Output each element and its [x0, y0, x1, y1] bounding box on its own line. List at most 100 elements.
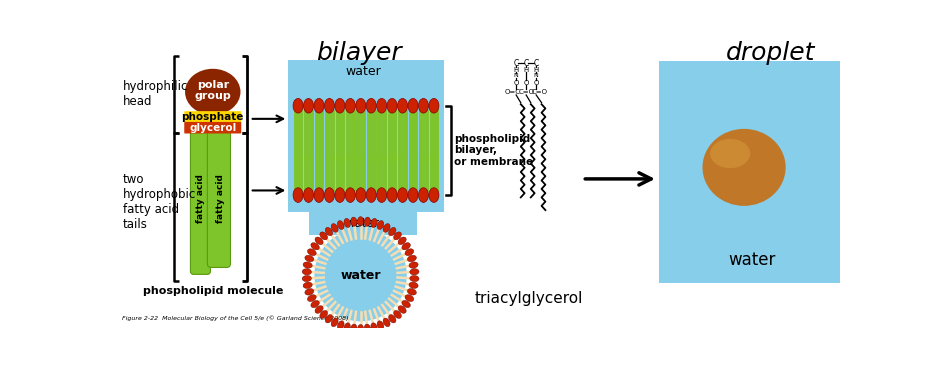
Ellipse shape [308, 295, 316, 301]
Ellipse shape [398, 306, 406, 313]
Ellipse shape [344, 323, 350, 332]
Ellipse shape [344, 219, 350, 227]
Ellipse shape [405, 249, 413, 256]
Text: phospholipid molecule: phospholipid molecule [143, 286, 283, 296]
Text: C: C [524, 59, 529, 68]
Ellipse shape [405, 295, 413, 301]
FancyBboxPatch shape [208, 130, 230, 268]
Ellipse shape [325, 99, 334, 113]
Ellipse shape [293, 99, 303, 113]
Ellipse shape [394, 232, 401, 240]
Ellipse shape [383, 318, 390, 327]
Text: O=C: O=C [505, 89, 521, 95]
Ellipse shape [305, 255, 313, 262]
Ellipse shape [409, 282, 418, 289]
Text: water: water [346, 217, 379, 230]
Bar [309, 212, 417, 235]
Text: hydrophilic
head: hydrophilic head [123, 80, 188, 108]
Ellipse shape [326, 315, 332, 323]
FancyBboxPatch shape [191, 130, 211, 275]
Ellipse shape [364, 324, 370, 333]
Text: N: N [533, 73, 538, 78]
Ellipse shape [185, 69, 241, 115]
Ellipse shape [358, 325, 363, 334]
Text: N: N [514, 73, 518, 78]
Ellipse shape [710, 139, 750, 168]
Ellipse shape [389, 315, 396, 323]
Text: O: O [524, 79, 529, 86]
Ellipse shape [408, 289, 416, 295]
Text: H: H [533, 67, 539, 72]
Ellipse shape [377, 99, 387, 113]
Ellipse shape [346, 188, 355, 202]
Ellipse shape [331, 318, 338, 327]
Text: Figure 2-22  Molecular Biology of the Cell 5/e (© Garland Science 2008): Figure 2-22 Molecular Biology of the Cel… [122, 316, 348, 321]
Ellipse shape [409, 262, 418, 268]
Text: O: O [533, 79, 539, 86]
Circle shape [314, 229, 407, 321]
Text: H: H [524, 67, 529, 72]
Ellipse shape [337, 220, 345, 230]
Text: fatty acid: fatty acid [216, 174, 225, 223]
Ellipse shape [366, 188, 377, 202]
Text: two
hydrophobic
fatty acid
tails: two hydrophobic fatty acid tails [123, 173, 196, 231]
Ellipse shape [315, 306, 323, 313]
Ellipse shape [305, 289, 313, 295]
Ellipse shape [356, 188, 365, 202]
Text: phosphate: phosphate [181, 112, 244, 122]
Ellipse shape [302, 276, 312, 282]
Text: C: C [533, 59, 539, 68]
Ellipse shape [303, 282, 312, 289]
Ellipse shape [397, 188, 408, 202]
Ellipse shape [325, 188, 334, 202]
Ellipse shape [304, 99, 313, 113]
Ellipse shape [346, 99, 355, 113]
Ellipse shape [293, 188, 303, 202]
Ellipse shape [337, 321, 345, 330]
Ellipse shape [383, 224, 390, 232]
Ellipse shape [303, 262, 312, 268]
Ellipse shape [408, 255, 416, 262]
Text: droplet: droplet [726, 42, 816, 66]
Text: water: water [346, 65, 380, 78]
Text: H: H [514, 67, 519, 72]
Ellipse shape [358, 217, 363, 226]
Ellipse shape [351, 324, 357, 333]
Ellipse shape [377, 321, 384, 330]
Ellipse shape [311, 243, 319, 250]
Ellipse shape [702, 129, 785, 206]
Text: polar
group: polar group [194, 79, 231, 101]
Ellipse shape [418, 99, 429, 113]
Ellipse shape [429, 188, 439, 202]
Ellipse shape [335, 188, 345, 202]
Ellipse shape [408, 99, 418, 113]
Ellipse shape [311, 300, 319, 308]
Ellipse shape [387, 188, 397, 202]
Ellipse shape [387, 99, 397, 113]
Ellipse shape [429, 99, 439, 113]
Ellipse shape [397, 99, 408, 113]
Ellipse shape [418, 188, 429, 202]
Ellipse shape [371, 219, 378, 227]
Ellipse shape [410, 276, 419, 282]
Text: bilayer: bilayer [316, 42, 402, 66]
Ellipse shape [320, 232, 328, 240]
Ellipse shape [366, 99, 377, 113]
Ellipse shape [364, 217, 370, 226]
Ellipse shape [335, 99, 345, 113]
Ellipse shape [351, 217, 357, 226]
Bar [288, 60, 444, 212]
Ellipse shape [377, 188, 387, 202]
Ellipse shape [315, 237, 323, 245]
FancyBboxPatch shape [184, 111, 242, 123]
FancyBboxPatch shape [184, 122, 242, 134]
Ellipse shape [314, 99, 324, 113]
Ellipse shape [356, 99, 365, 113]
Ellipse shape [377, 220, 384, 230]
Ellipse shape [308, 249, 316, 256]
Text: C: C [514, 59, 519, 68]
Ellipse shape [326, 227, 332, 236]
Text: C=O: C=O [518, 89, 534, 95]
Text: fatty acid: fatty acid [196, 174, 205, 223]
Ellipse shape [402, 300, 411, 308]
